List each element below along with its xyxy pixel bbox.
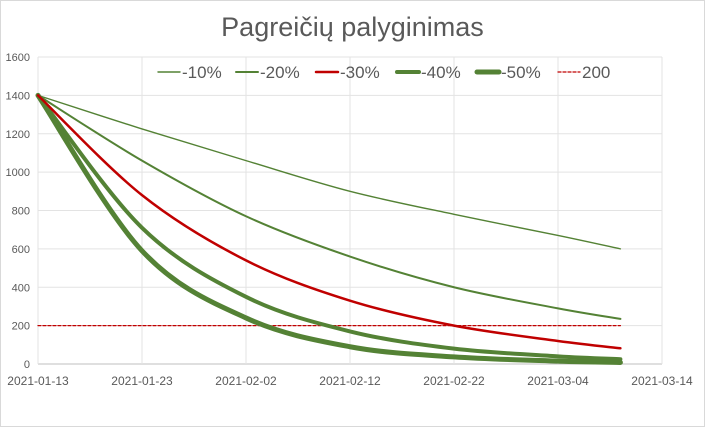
x-tick-label: 2021-02-22 <box>423 374 485 388</box>
y-tick-label: 400 <box>12 282 30 294</box>
series-line-5 <box>35 92 623 365</box>
legend-label: -10% <box>182 63 222 82</box>
y-tick-label: 1400 <box>6 90 30 102</box>
series-line-4 <box>36 93 623 362</box>
x-tick-label: 2021-03-04 <box>527 374 589 388</box>
series-line-1 <box>37 94 622 250</box>
chart-title: Pagreičių palyginimas <box>221 12 484 42</box>
y-tick-label: 1200 <box>6 129 30 141</box>
legend-label: -30% <box>340 63 380 82</box>
y-tick-label: 600 <box>12 244 30 256</box>
x-tick-label: 2021-01-23 <box>111 374 173 388</box>
series-line-2 <box>37 94 622 320</box>
legend-label: -50% <box>501 63 541 82</box>
x-tick-label: 2021-02-12 <box>319 374 381 388</box>
legend-label: -20% <box>260 63 300 82</box>
series-line-3 <box>36 94 622 350</box>
y-tick-label: 1000 <box>6 167 30 179</box>
y-tick-label: 800 <box>12 206 30 218</box>
legend-label: -40% <box>421 63 461 82</box>
x-tick-label: 2021-02-02 <box>215 374 277 388</box>
x-tick-label: 2021-01-13 <box>7 374 69 388</box>
x-tick-label: 2021-03-14 <box>631 374 693 388</box>
y-tick-label: 0 <box>24 359 30 371</box>
y-tick-label: 1600 <box>6 52 30 64</box>
y-tick-label: 200 <box>12 321 30 333</box>
legend-label: 200 <box>582 63 610 82</box>
